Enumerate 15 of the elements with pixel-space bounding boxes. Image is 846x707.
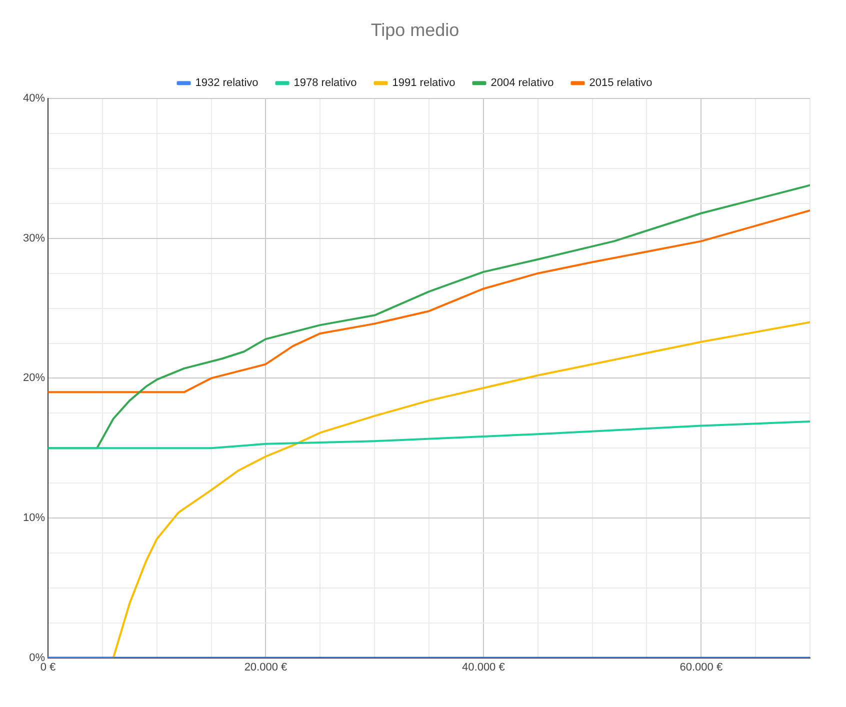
legend-label: 1932 relativo	[195, 77, 258, 90]
chart-title: Tipo medio	[370, 20, 460, 40]
legend-label: 1991 relativo	[392, 77, 456, 90]
y-tick-label: 40%	[22, 92, 46, 105]
x-tick-label: 40.000 €	[462, 661, 505, 674]
y-tick-label: 30%	[22, 232, 46, 244]
y-tick-label: 0%	[29, 652, 46, 664]
legend-label: 1978 relativo	[294, 77, 357, 90]
x-tick-label: 60.000 €	[680, 661, 723, 674]
legend-label: 2004 relativo	[490, 77, 554, 90]
y-tick-label: 20%	[22, 372, 46, 384]
x-tick-label: 20.000 €	[244, 661, 288, 674]
legend-label: 2015 relativo	[589, 77, 652, 90]
y-tick-label: 10%	[22, 512, 46, 524]
x-tick-label: 0 €	[40, 661, 56, 674]
